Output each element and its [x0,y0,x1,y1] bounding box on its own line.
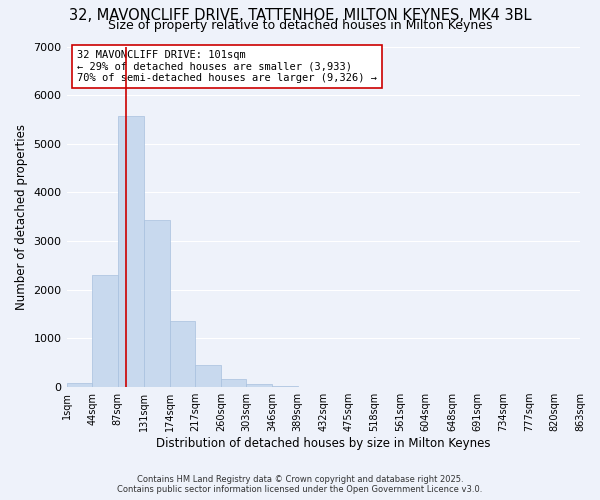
Bar [118,116,144,387]
Bar [92,275,118,387]
X-axis label: Distribution of detached houses by size in Milton Keynes: Distribution of detached houses by size … [156,437,491,450]
Bar [272,386,298,387]
Y-axis label: Number of detached properties: Number of detached properties [15,124,28,310]
Bar [67,384,92,387]
Text: Size of property relative to detached houses in Milton Keynes: Size of property relative to detached ho… [108,19,492,32]
Bar [144,220,170,387]
Bar [195,365,221,387]
Bar [170,321,195,387]
Text: 32 MAVONCLIFF DRIVE: 101sqm
← 29% of detached houses are smaller (3,933)
70% of : 32 MAVONCLIFF DRIVE: 101sqm ← 29% of det… [77,50,377,83]
Bar [221,379,247,387]
Text: 32, MAVONCLIFF DRIVE, TATTENHOE, MILTON KEYNES, MK4 3BL: 32, MAVONCLIFF DRIVE, TATTENHOE, MILTON … [69,8,531,22]
Bar [247,384,272,387]
Text: Contains HM Land Registry data © Crown copyright and database right 2025.
Contai: Contains HM Land Registry data © Crown c… [118,474,482,494]
